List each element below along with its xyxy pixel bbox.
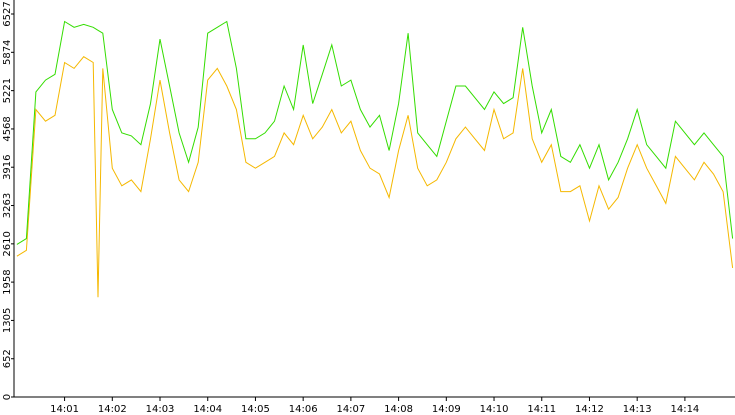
- x-tick-label: 14:01: [50, 404, 79, 415]
- x-tick-label: 14:04: [193, 404, 222, 415]
- series-line: [16, 20, 734, 245]
- y-tick-label: 4568: [2, 116, 13, 141]
- x-tick-label: 14:09: [432, 404, 461, 415]
- y-tick-label: 0: [2, 394, 13, 400]
- x-tick-label: 14:10: [480, 404, 509, 415]
- y-tick-label: 1305: [2, 308, 13, 333]
- x-tick-label: 14:11: [527, 404, 556, 415]
- x-tick-label: 14:06: [289, 404, 318, 415]
- series-line: [16, 56, 734, 298]
- y-tick-label: 5221: [2, 78, 13, 103]
- y-tick-label: 2610: [2, 231, 13, 256]
- y-tick-label: 652: [2, 349, 13, 368]
- x-tick-label: 14:13: [623, 404, 652, 415]
- x-tick-label: 14:05: [241, 404, 270, 415]
- x-tick-label: 14:07: [336, 404, 365, 415]
- x-tick-label: 14:08: [384, 404, 413, 415]
- y-tick-label: 3263: [2, 193, 13, 218]
- y-tick-label: 1958: [2, 269, 13, 294]
- x-tick-label: 14:14: [670, 404, 699, 415]
- y-tick-label: 3916: [2, 154, 13, 179]
- x-tick-label: 14:02: [98, 404, 127, 415]
- y-tick-label: 6527: [2, 1, 13, 26]
- x-tick-label: 14:03: [146, 404, 175, 415]
- x-tick-label: 14:12: [575, 404, 604, 415]
- y-tick-label: 5874: [2, 40, 13, 65]
